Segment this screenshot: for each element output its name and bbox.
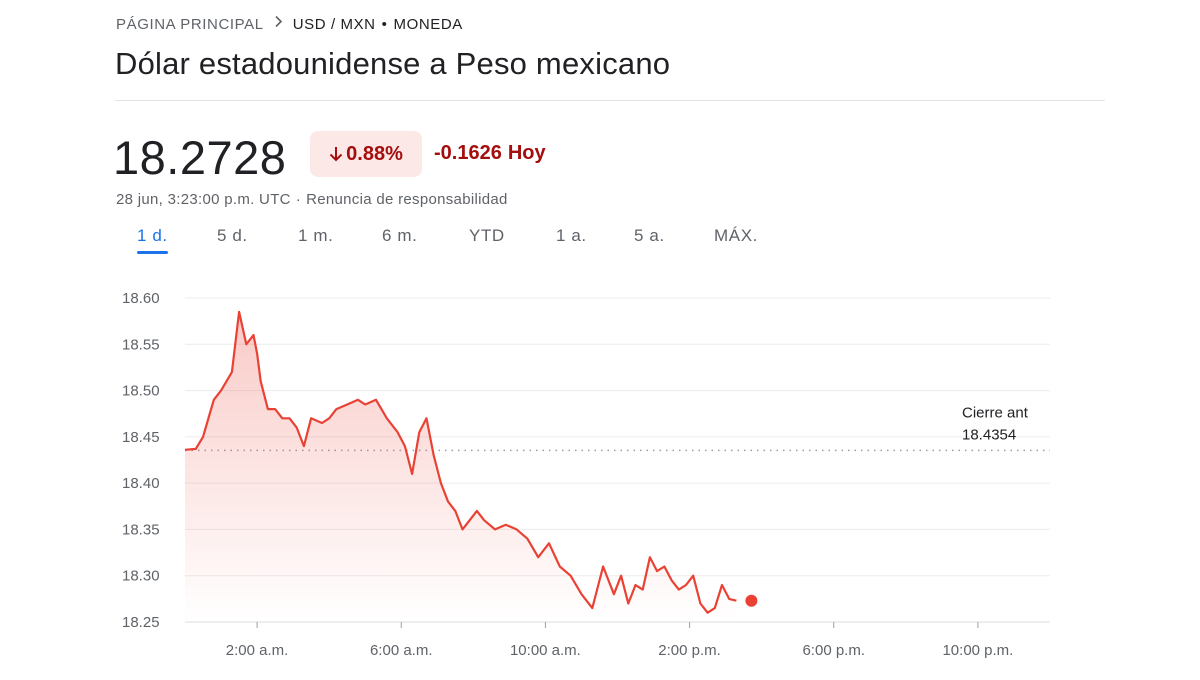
y-tick-label: 18.35 [122,521,160,538]
y-tick-label: 18.30 [122,568,160,585]
price-line [184,310,737,614]
breadcrumb-separator: • [381,15,388,33]
absolute-change: -0.1626 Hoy [434,142,546,165]
disclaimer-link[interactable]: Renuncia de responsabilidad [306,191,508,208]
timestamp-row: 28 jun, 3:23:00 p.m. UTC · Renuncia de res… [116,191,508,208]
y-tick-label: 18.25 [122,614,160,631]
current-price: 18.2728 [113,131,287,184]
breadcrumb-pair: USD / MXN [292,15,376,33]
y-tick-label: 18.50 [122,383,160,400]
x-axis: 2:00 a.m. 6:00 a.m. 10:00 a.m. 2:00 p.m. 6:0… [226,622,1013,659]
tab-1-year[interactable]: 1 a. [556,226,587,245]
y-tick-label: 18.60 [122,290,160,307]
y-tick-label: 18.55 [122,336,160,353]
tab-ytd[interactable]: YTD [469,226,505,245]
change-period: Hoy [507,142,546,164]
chevron-right-icon [274,15,283,33]
previous-close-label: Cierre ant [962,404,1029,421]
arrow-down-icon [329,147,343,162]
x-tick-label: 10:00 a.m. [510,642,581,659]
absolute-change-value: -0.1626 [434,142,502,164]
x-tick-label: 2:00 p.m. [658,642,721,659]
breadcrumb: PÁGINA PRINCIPAL USD / MXN • MONEDA [116,15,463,33]
current-price-marker [745,594,758,607]
previous-close-value: 18.4354 [962,426,1016,443]
timestamp-separator: · [295,191,302,208]
tab-max[interactable]: MÁX. [714,226,758,245]
price-area [185,311,737,622]
tab-6-months[interactable]: 6 m. [382,226,418,245]
tab-5-years[interactable]: 5 a. [634,226,665,245]
breadcrumb-category: MONEDA [393,15,463,33]
breadcrumb-home-link[interactable]: PÁGINA PRINCIPAL [116,15,264,33]
tab-5-days[interactable]: 5 d. [217,226,248,245]
x-tick-label: 2:00 a.m. [226,642,289,659]
tab-1-month[interactable]: 1 m. [298,226,334,245]
divider [115,100,1105,101]
timestamp: 28 jun, 3:23:00 p.m. UTC [116,191,291,208]
x-tick-label: 10:00 p.m. [942,642,1013,659]
page-title: Dólar estadounidense a Peso mexicano [115,46,671,81]
y-axis: 18.60 18.55 18.50 18.45 18.40 18.35 18.30 18.25 [122,290,160,631]
y-tick-label: 18.45 [122,429,160,446]
percent-change: 0.88% [346,142,403,165]
tab-1-day[interactable]: 1 d. [137,226,168,254]
y-tick-label: 18.40 [122,475,160,492]
percent-change-badge: 0.88% [310,131,422,177]
x-tick-label: 6:00 a.m. [370,642,433,659]
x-tick-label: 6:00 p.m. [802,642,865,659]
